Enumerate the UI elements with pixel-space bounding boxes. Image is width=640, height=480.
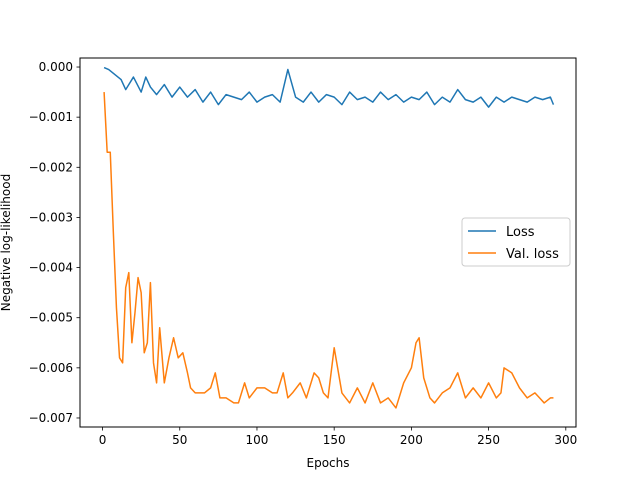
x-axis-ticks: 0 50 100 150 200 250 300 (99, 427, 577, 447)
x-axis-label: Epochs (307, 456, 350, 470)
x-tick-label: 200 (400, 433, 423, 447)
series-line-val-loss (103, 92, 554, 409)
y-tick-label: −0.002 (29, 160, 73, 174)
x-tick-label: 50 (172, 433, 187, 447)
plot-area (79, 57, 577, 428)
y-tick-label: −0.001 (29, 110, 73, 124)
y-tick-label: −0.004 (29, 261, 73, 275)
legend-label: Loss (506, 225, 535, 240)
x-tick-label: 300 (554, 433, 577, 447)
series-group (103, 66, 555, 409)
legend: Loss Val. loss (461, 217, 571, 267)
legend-label: Val. loss (506, 247, 559, 262)
x-tick-label: 100 (246, 433, 269, 447)
x-tick-label: 0 (99, 433, 107, 447)
x-tick-label: 150 (323, 433, 346, 447)
axes-frame (79, 57, 577, 428)
y-tick-label: −0.007 (29, 411, 73, 425)
y-tick-label: −0.005 (29, 311, 73, 325)
x-tick-label: 250 (477, 433, 500, 447)
y-tick-label: 0.000 (39, 60, 73, 74)
legend-box (461, 217, 571, 267)
y-axis-ticks: 0.000 −0.001 −0.002 −0.003 −0.004 −0.005 −0.00… (29, 60, 80, 425)
y-tick-label: −0.003 (29, 210, 73, 224)
y-tick-label: −0.006 (29, 361, 73, 375)
y-axis-label: Negative log-likelihood (0, 174, 13, 311)
series-line-loss (103, 66, 555, 108)
